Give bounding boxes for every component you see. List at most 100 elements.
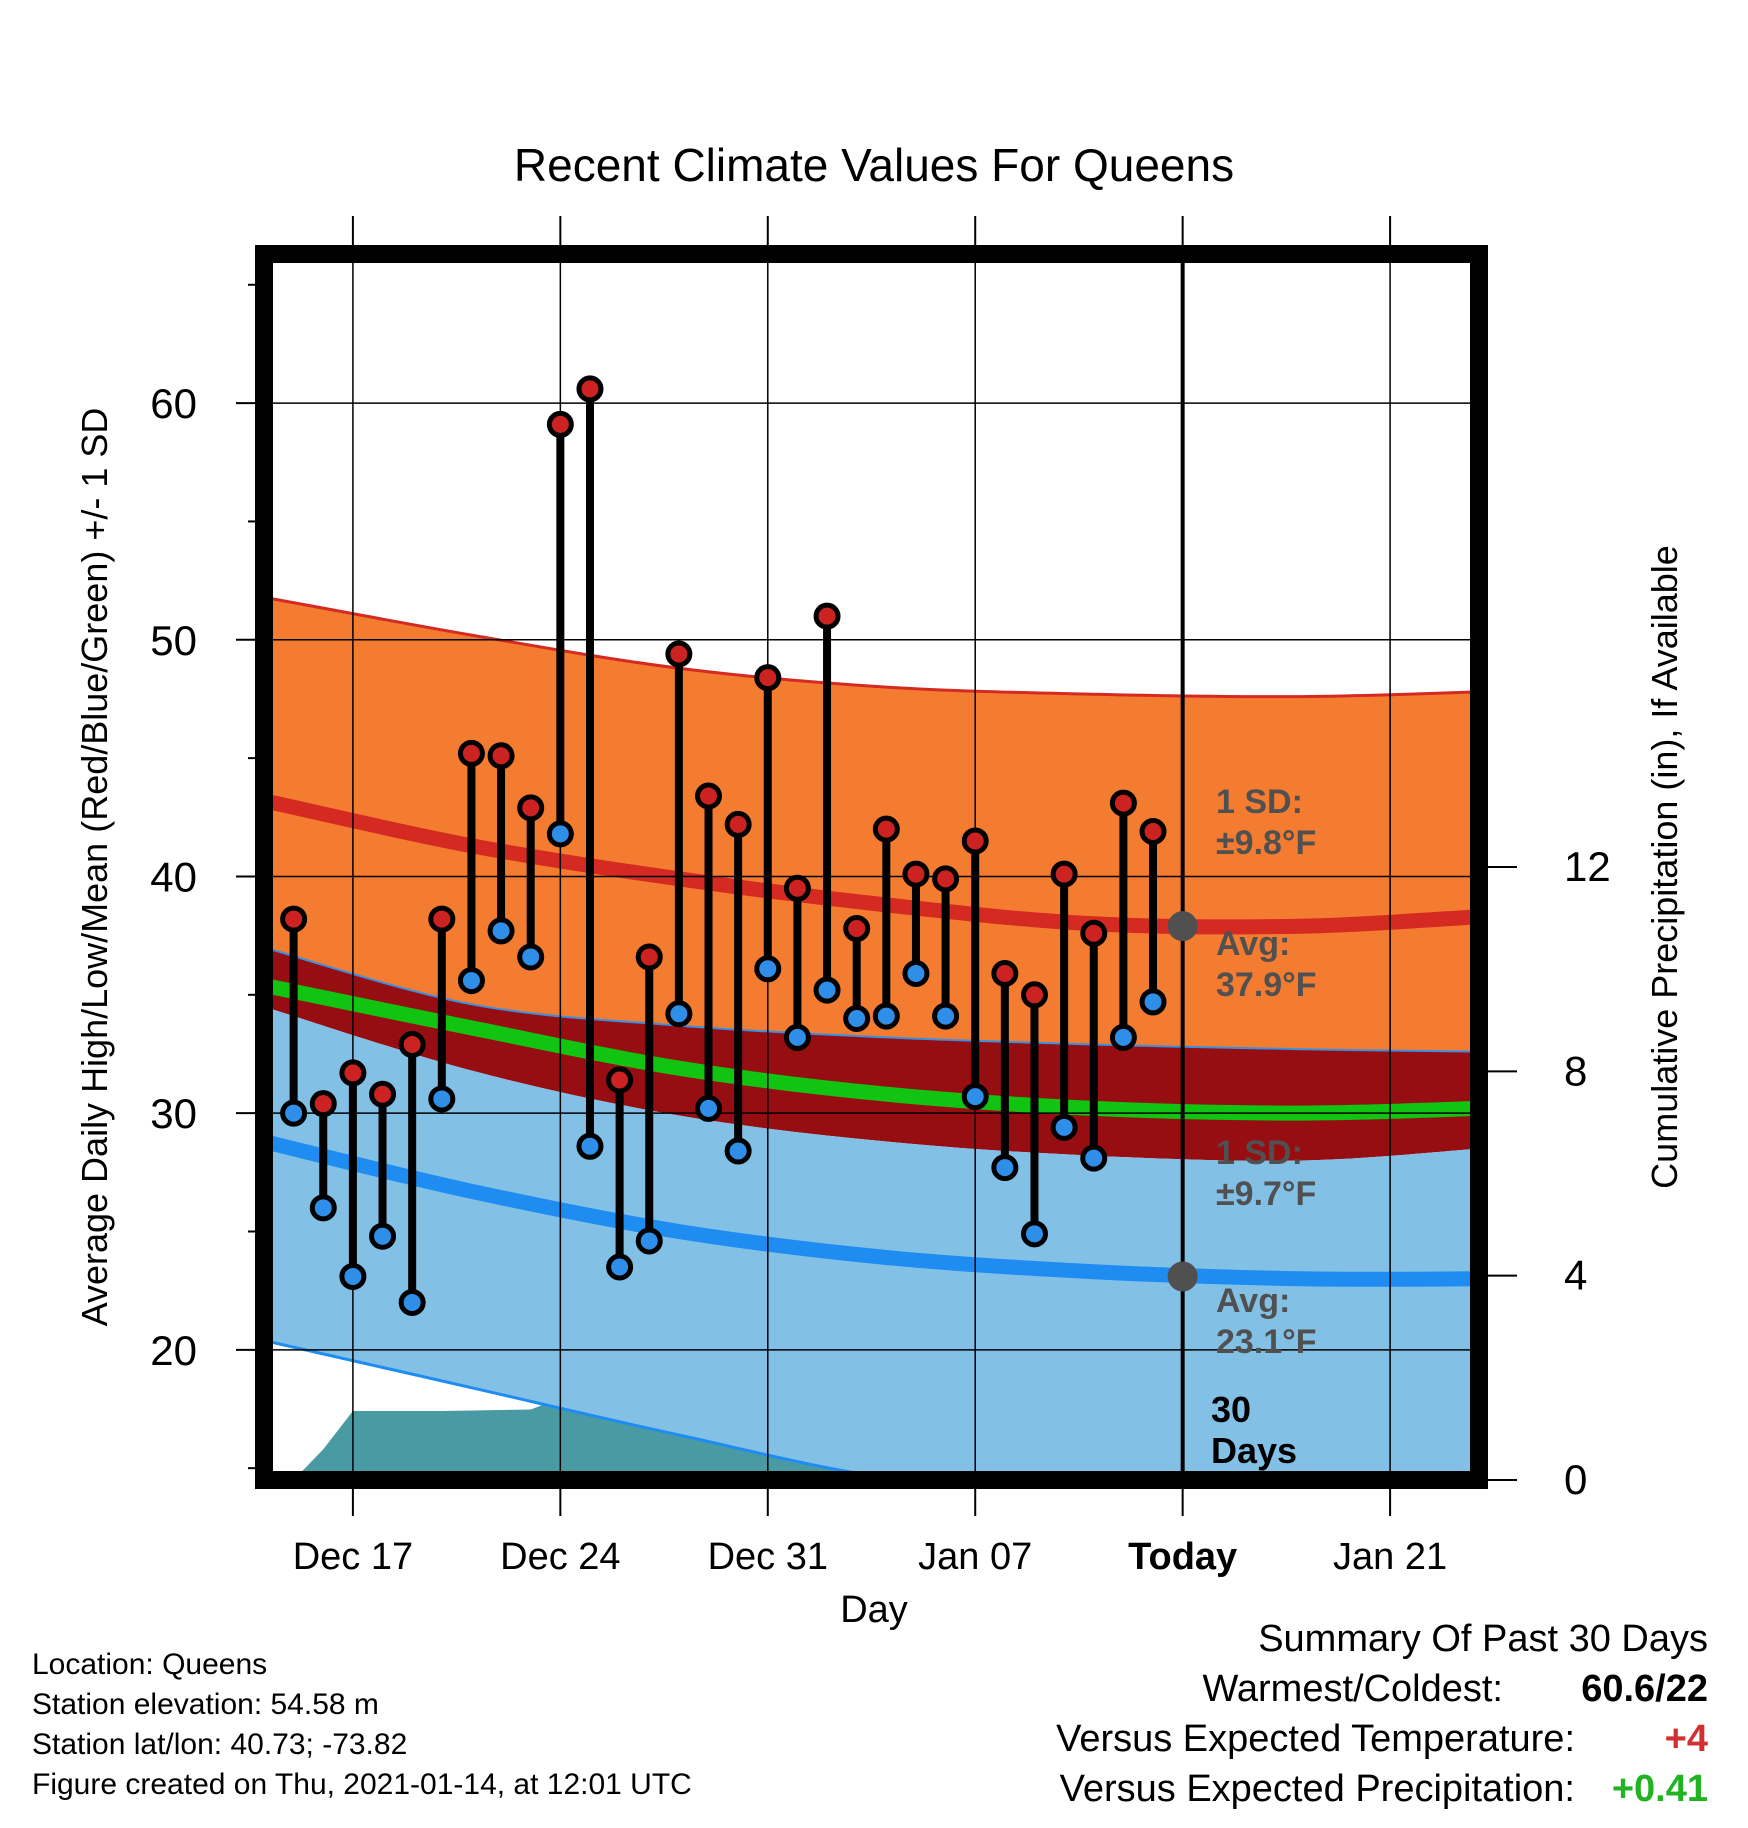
created-text: Figure created on Thu, 2021-01-14, at 12… bbox=[32, 1768, 692, 1801]
x-tick-label: Dec 24 bbox=[500, 1536, 620, 1578]
high-point bbox=[872, 815, 900, 843]
today-days-label-line2: Days bbox=[1211, 1430, 1297, 1471]
low-point bbox=[1020, 1220, 1048, 1248]
low-point bbox=[1080, 1144, 1108, 1172]
high-point bbox=[606, 1066, 634, 1094]
high-point bbox=[309, 1090, 337, 1118]
low-point bbox=[606, 1253, 634, 1281]
high-sd-label-line1: 1 SD: bbox=[1216, 783, 1303, 821]
low-sd-label-line2: ±9.7°F bbox=[1216, 1175, 1316, 1213]
low-point bbox=[1109, 1023, 1137, 1051]
high-point bbox=[280, 905, 308, 933]
plot-frame bbox=[255, 245, 1488, 1489]
high-point bbox=[517, 794, 545, 822]
y-tick-label: 40 bbox=[150, 853, 197, 900]
y-tick-label: 50 bbox=[150, 617, 197, 664]
low-point bbox=[843, 1004, 871, 1032]
x-tick-label: Dec 31 bbox=[708, 1536, 828, 1578]
high-point bbox=[576, 375, 604, 403]
elevation-text: Station elevation: 54.58 m bbox=[32, 1688, 379, 1721]
station-info: Location: Queens Station elevation: 54.5… bbox=[32, 1645, 692, 1805]
x-axis-label: Day bbox=[840, 1589, 908, 1631]
high-point bbox=[754, 664, 782, 692]
high-avg-dot bbox=[1167, 911, 1198, 942]
high-point bbox=[339, 1059, 367, 1087]
low-point bbox=[813, 976, 841, 1004]
low-avg-label-line2: 23.1°F bbox=[1216, 1323, 1317, 1361]
low-avg-label-line1: Avg: bbox=[1216, 1282, 1290, 1320]
high-sd-upper-line bbox=[264, 595, 1479, 699]
y-tick-label: 60 bbox=[150, 380, 197, 427]
low-point bbox=[398, 1288, 426, 1316]
high-point bbox=[783, 874, 811, 902]
latlon-text: Station lat/lon: 40.73; -73.82 bbox=[32, 1728, 408, 1761]
high-sd-lower-line bbox=[264, 946, 1479, 1053]
low-point bbox=[932, 1002, 960, 1030]
y-tick-label: 30 bbox=[150, 1090, 197, 1137]
normal-bands-layer bbox=[264, 595, 1479, 1480]
high-point bbox=[546, 410, 574, 438]
low-point bbox=[724, 1137, 752, 1165]
high-point bbox=[369, 1080, 397, 1108]
annotations-layer: 1 SD: ±9.8°F Avg: 37.9°F 1 SD: ±9.7°F Av… bbox=[1211, 783, 1317, 1471]
low-point bbox=[546, 820, 574, 848]
low-point bbox=[665, 1000, 693, 1028]
high-point bbox=[1139, 817, 1167, 845]
low-point bbox=[280, 1099, 308, 1127]
low-point bbox=[487, 917, 515, 945]
today-days-label-line1: 30 bbox=[1211, 1389, 1251, 1430]
low-point bbox=[309, 1194, 337, 1222]
temp-label: Versus Expected Temperature: bbox=[1056, 1718, 1575, 1760]
y-tick-label: 20 bbox=[150, 1327, 197, 1374]
precip-value: +0.41 bbox=[1611, 1768, 1708, 1810]
low-point bbox=[1050, 1113, 1078, 1141]
low-point bbox=[783, 1023, 811, 1051]
warmest-label: Warmest/Coldest: bbox=[1202, 1668, 1503, 1710]
y2-tick-label: 8 bbox=[1564, 1047, 1587, 1094]
high-point bbox=[1020, 981, 1048, 1009]
today-marker-layer bbox=[1167, 254, 1198, 1480]
x-tick-label: Today bbox=[1128, 1536, 1237, 1578]
location-text: Location: Queens bbox=[32, 1648, 268, 1681]
low-point bbox=[991, 1154, 1019, 1182]
x-tick-label: Dec 17 bbox=[293, 1536, 413, 1578]
low-point bbox=[369, 1222, 397, 1250]
high-avg-label-line2: 37.9°F bbox=[1216, 966, 1317, 1004]
high-point bbox=[487, 742, 515, 770]
low-sd-label-line1: 1 SD: bbox=[1216, 1134, 1303, 1172]
high-point bbox=[695, 782, 723, 810]
low-point bbox=[517, 943, 545, 971]
high-point bbox=[843, 915, 871, 943]
y2-axis-label: Cumulative Precipitation (in), If Availa… bbox=[1644, 545, 1685, 1189]
high-point bbox=[398, 1031, 426, 1059]
high-point bbox=[961, 827, 989, 855]
y2-tick-label: 0 bbox=[1564, 1456, 1587, 1503]
low-point bbox=[339, 1262, 367, 1290]
low-point bbox=[576, 1132, 604, 1160]
low-avg-dot bbox=[1167, 1261, 1198, 1292]
high-point bbox=[635, 943, 663, 971]
temp-value: +4 bbox=[1664, 1718, 1708, 1760]
low-point bbox=[695, 1094, 723, 1122]
high-avg-label-line1: Avg: bbox=[1216, 925, 1290, 963]
high-point bbox=[665, 640, 693, 668]
y2-tick-label: 12 bbox=[1564, 843, 1611, 890]
high-point bbox=[1080, 919, 1108, 947]
high-sd-label-line2: ±9.8°F bbox=[1216, 824, 1316, 862]
chart-title: Recent Climate Values For Queens bbox=[514, 139, 1234, 191]
high-point bbox=[1050, 860, 1078, 888]
low-mean-line bbox=[264, 1134, 1479, 1287]
high-point bbox=[932, 865, 960, 893]
low-point bbox=[961, 1083, 989, 1111]
y-axis-label: Average Daily High/Low/Mean (Red/Blue/Gr… bbox=[74, 408, 115, 1327]
high-point bbox=[902, 860, 930, 888]
low-point bbox=[457, 967, 485, 995]
high-point bbox=[1109, 789, 1137, 817]
low-point bbox=[428, 1085, 456, 1113]
low-point bbox=[902, 960, 930, 988]
high-point bbox=[457, 739, 485, 767]
high-point bbox=[813, 602, 841, 630]
grid-layer bbox=[264, 254, 1479, 1480]
x-tick-label: Jan 07 bbox=[918, 1536, 1032, 1578]
